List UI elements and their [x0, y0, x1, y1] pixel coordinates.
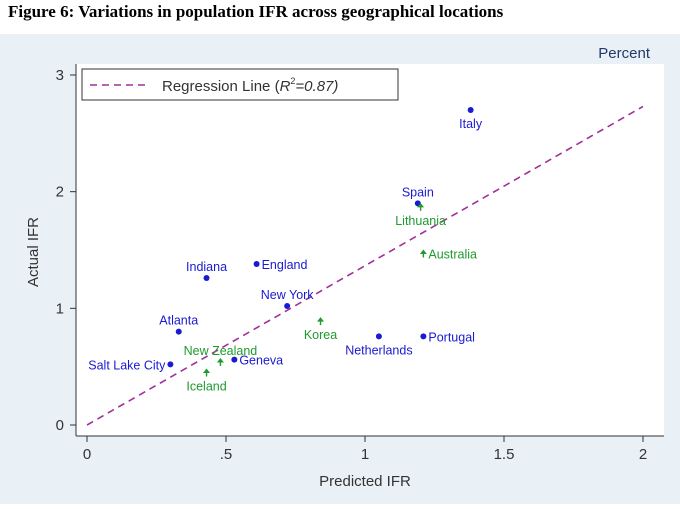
y-tick-label: 2 — [56, 184, 64, 201]
data-point-marker — [167, 361, 174, 368]
data-point-label: Atlanta — [159, 314, 198, 328]
chart-container: 0 1 2 3 0 .5 1 1.5 2 Percent Predicted IFR Actu… — [0, 34, 680, 504]
y-tick-label: 0 — [56, 417, 64, 434]
data-point-label: Iceland — [186, 380, 226, 394]
x-tick-label: 1 — [361, 446, 369, 463]
plot-area — [76, 64, 664, 436]
data-point-marker — [231, 356, 238, 363]
data-point-label: New York — [261, 288, 315, 302]
x-axis-ticks: 0 .5 1 1.5 2 — [83, 436, 647, 463]
legend-label-suffix: =0.87) — [295, 78, 338, 95]
legend-label-var: R — [280, 78, 291, 95]
x-tick-label: 0 — [83, 446, 91, 463]
data-points: Italy Spain England Indiana New York Atlanta N… — [88, 107, 483, 394]
data-point-marker — [203, 368, 211, 373]
y-axis-ticks: 0 1 2 3 — [56, 67, 76, 434]
data-point-marker — [375, 333, 382, 340]
legend: Regression Line (R2=0.87) — [81, 68, 399, 101]
data-point-marker — [203, 275, 210, 281]
data-point-label: Korea — [304, 328, 337, 342]
x-tick-label: 2 — [639, 446, 647, 463]
data-point-marker — [417, 202, 425, 208]
data-point-label: Italy — [459, 117, 483, 131]
data-point-label: Portugal — [428, 330, 475, 344]
figure-title: Figure 6: Variations in population IFR a… — [8, 2, 504, 21]
x-tick-label: .5 — [220, 446, 233, 463]
data-point-marker — [317, 317, 325, 322]
data-point-label: Indiana — [186, 260, 227, 274]
legend-label-sup: 2 — [290, 76, 295, 86]
data-point-marker — [420, 333, 427, 340]
data-point-marker — [284, 303, 291, 309]
legend-box — [81, 68, 399, 101]
legend-label: Regression Line (R2=0.87) — [162, 76, 338, 95]
x-axis-label: Predicted IFR — [319, 473, 411, 490]
data-point-marker — [467, 107, 474, 113]
data-point-marker — [216, 358, 224, 363]
data-point-marker — [419, 249, 427, 254]
scatter-chart: 0 1 2 3 0 .5 1 1.5 2 Percent Predicted IFR Actu… — [0, 34, 680, 504]
y-tick-label: 1 — [56, 300, 64, 317]
data-point-label: Australia — [428, 248, 477, 262]
regression-line — [86, 105, 644, 426]
data-point-label: Spain — [402, 185, 434, 199]
data-point-label: New Zealand — [184, 344, 258, 358]
data-point-label: Netherlands — [345, 343, 412, 357]
y-axis-label: Actual IFR — [25, 217, 42, 287]
data-point-label: Salt Lake City — [88, 358, 166, 372]
data-point-label: Lithuania — [395, 214, 446, 228]
unit-label: Percent — [598, 45, 651, 62]
data-point-label: Geneva — [239, 354, 283, 368]
x-tick-label: 1.5 — [494, 446, 515, 463]
data-point-label: England — [262, 258, 308, 272]
legend-label-prefix: Regression Line ( — [162, 78, 280, 95]
y-tick-label: 3 — [56, 67, 64, 84]
data-point-marker — [175, 328, 182, 335]
data-point-marker — [253, 261, 260, 267]
